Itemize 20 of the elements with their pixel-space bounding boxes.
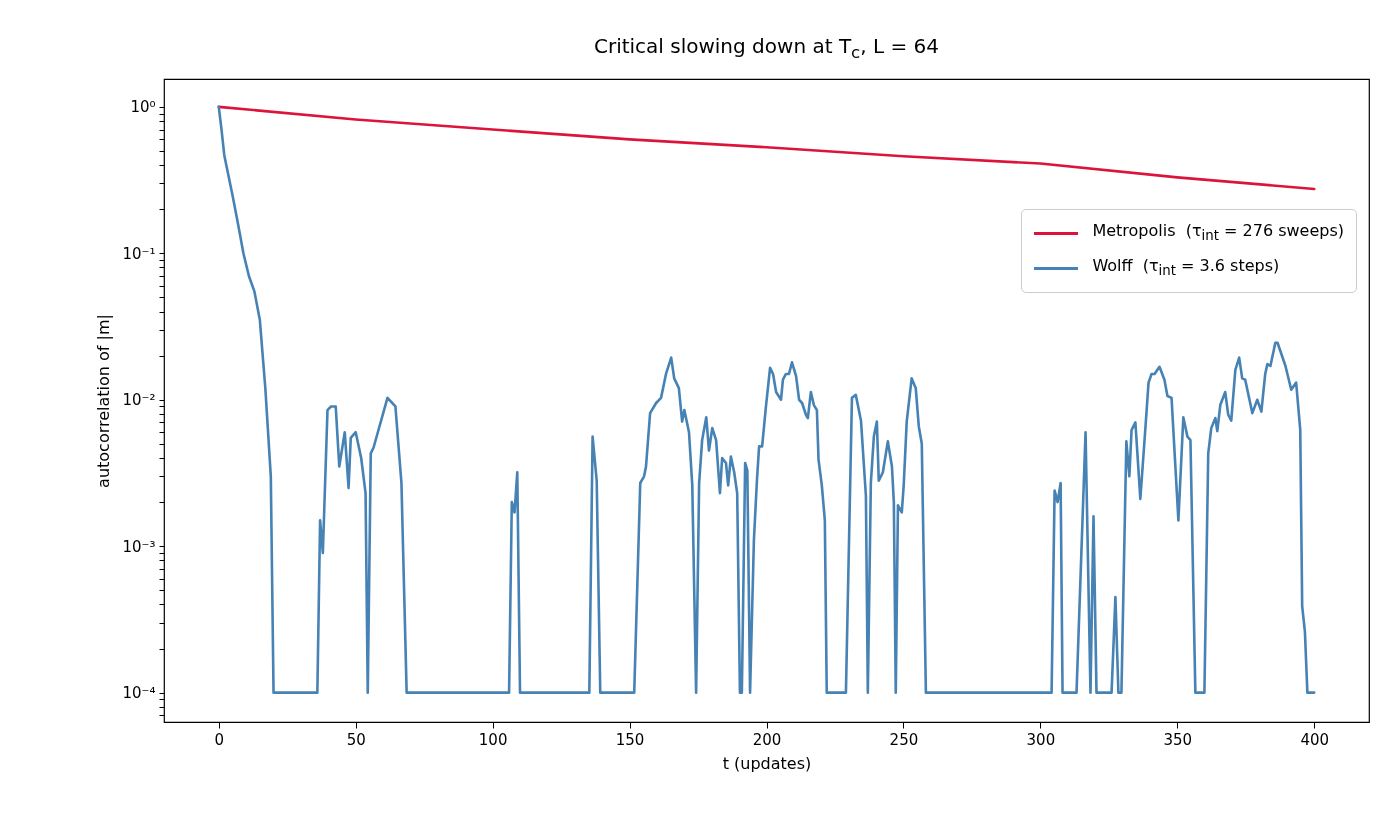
- x-tick-label: 200: [752, 730, 782, 749]
- chart-title: Critical slowing down at T$_{c}$, L = 64: [592, 34, 941, 62]
- y-tick-label: 10⁰: [130, 98, 156, 117]
- x-tick-label: 350: [1163, 730, 1193, 749]
- line-series: [217, 105, 1316, 191]
- x-tick-label: 0: [214, 730, 225, 749]
- y-tick-label: 10⁻³: [122, 537, 156, 556]
- x-tick-label: 300: [1026, 730, 1056, 749]
- legend-label: Metropolis (τ$_{int}$ = 276 sweeps): [1092, 220, 1344, 246]
- legend-label: Wolff (τ$_{int}$ = 3.6 steps): [1092, 255, 1280, 281]
- y-tick-label: 10⁻¹: [122, 244, 156, 263]
- y-tick-label: 10⁻⁴: [122, 684, 156, 703]
- x-tick-label: 400: [1300, 730, 1330, 749]
- x-tick-label: 100: [478, 730, 508, 749]
- x-tick-label: 150: [615, 730, 645, 749]
- x-tick-label: 50: [346, 730, 366, 749]
- y-tick-label: 10⁻²: [122, 391, 156, 410]
- y-axis-title: autocorrelation of |m|: [94, 314, 114, 488]
- x-tick-label: 250: [889, 730, 919, 749]
- x-axis-title: t (updates): [722, 753, 812, 773]
